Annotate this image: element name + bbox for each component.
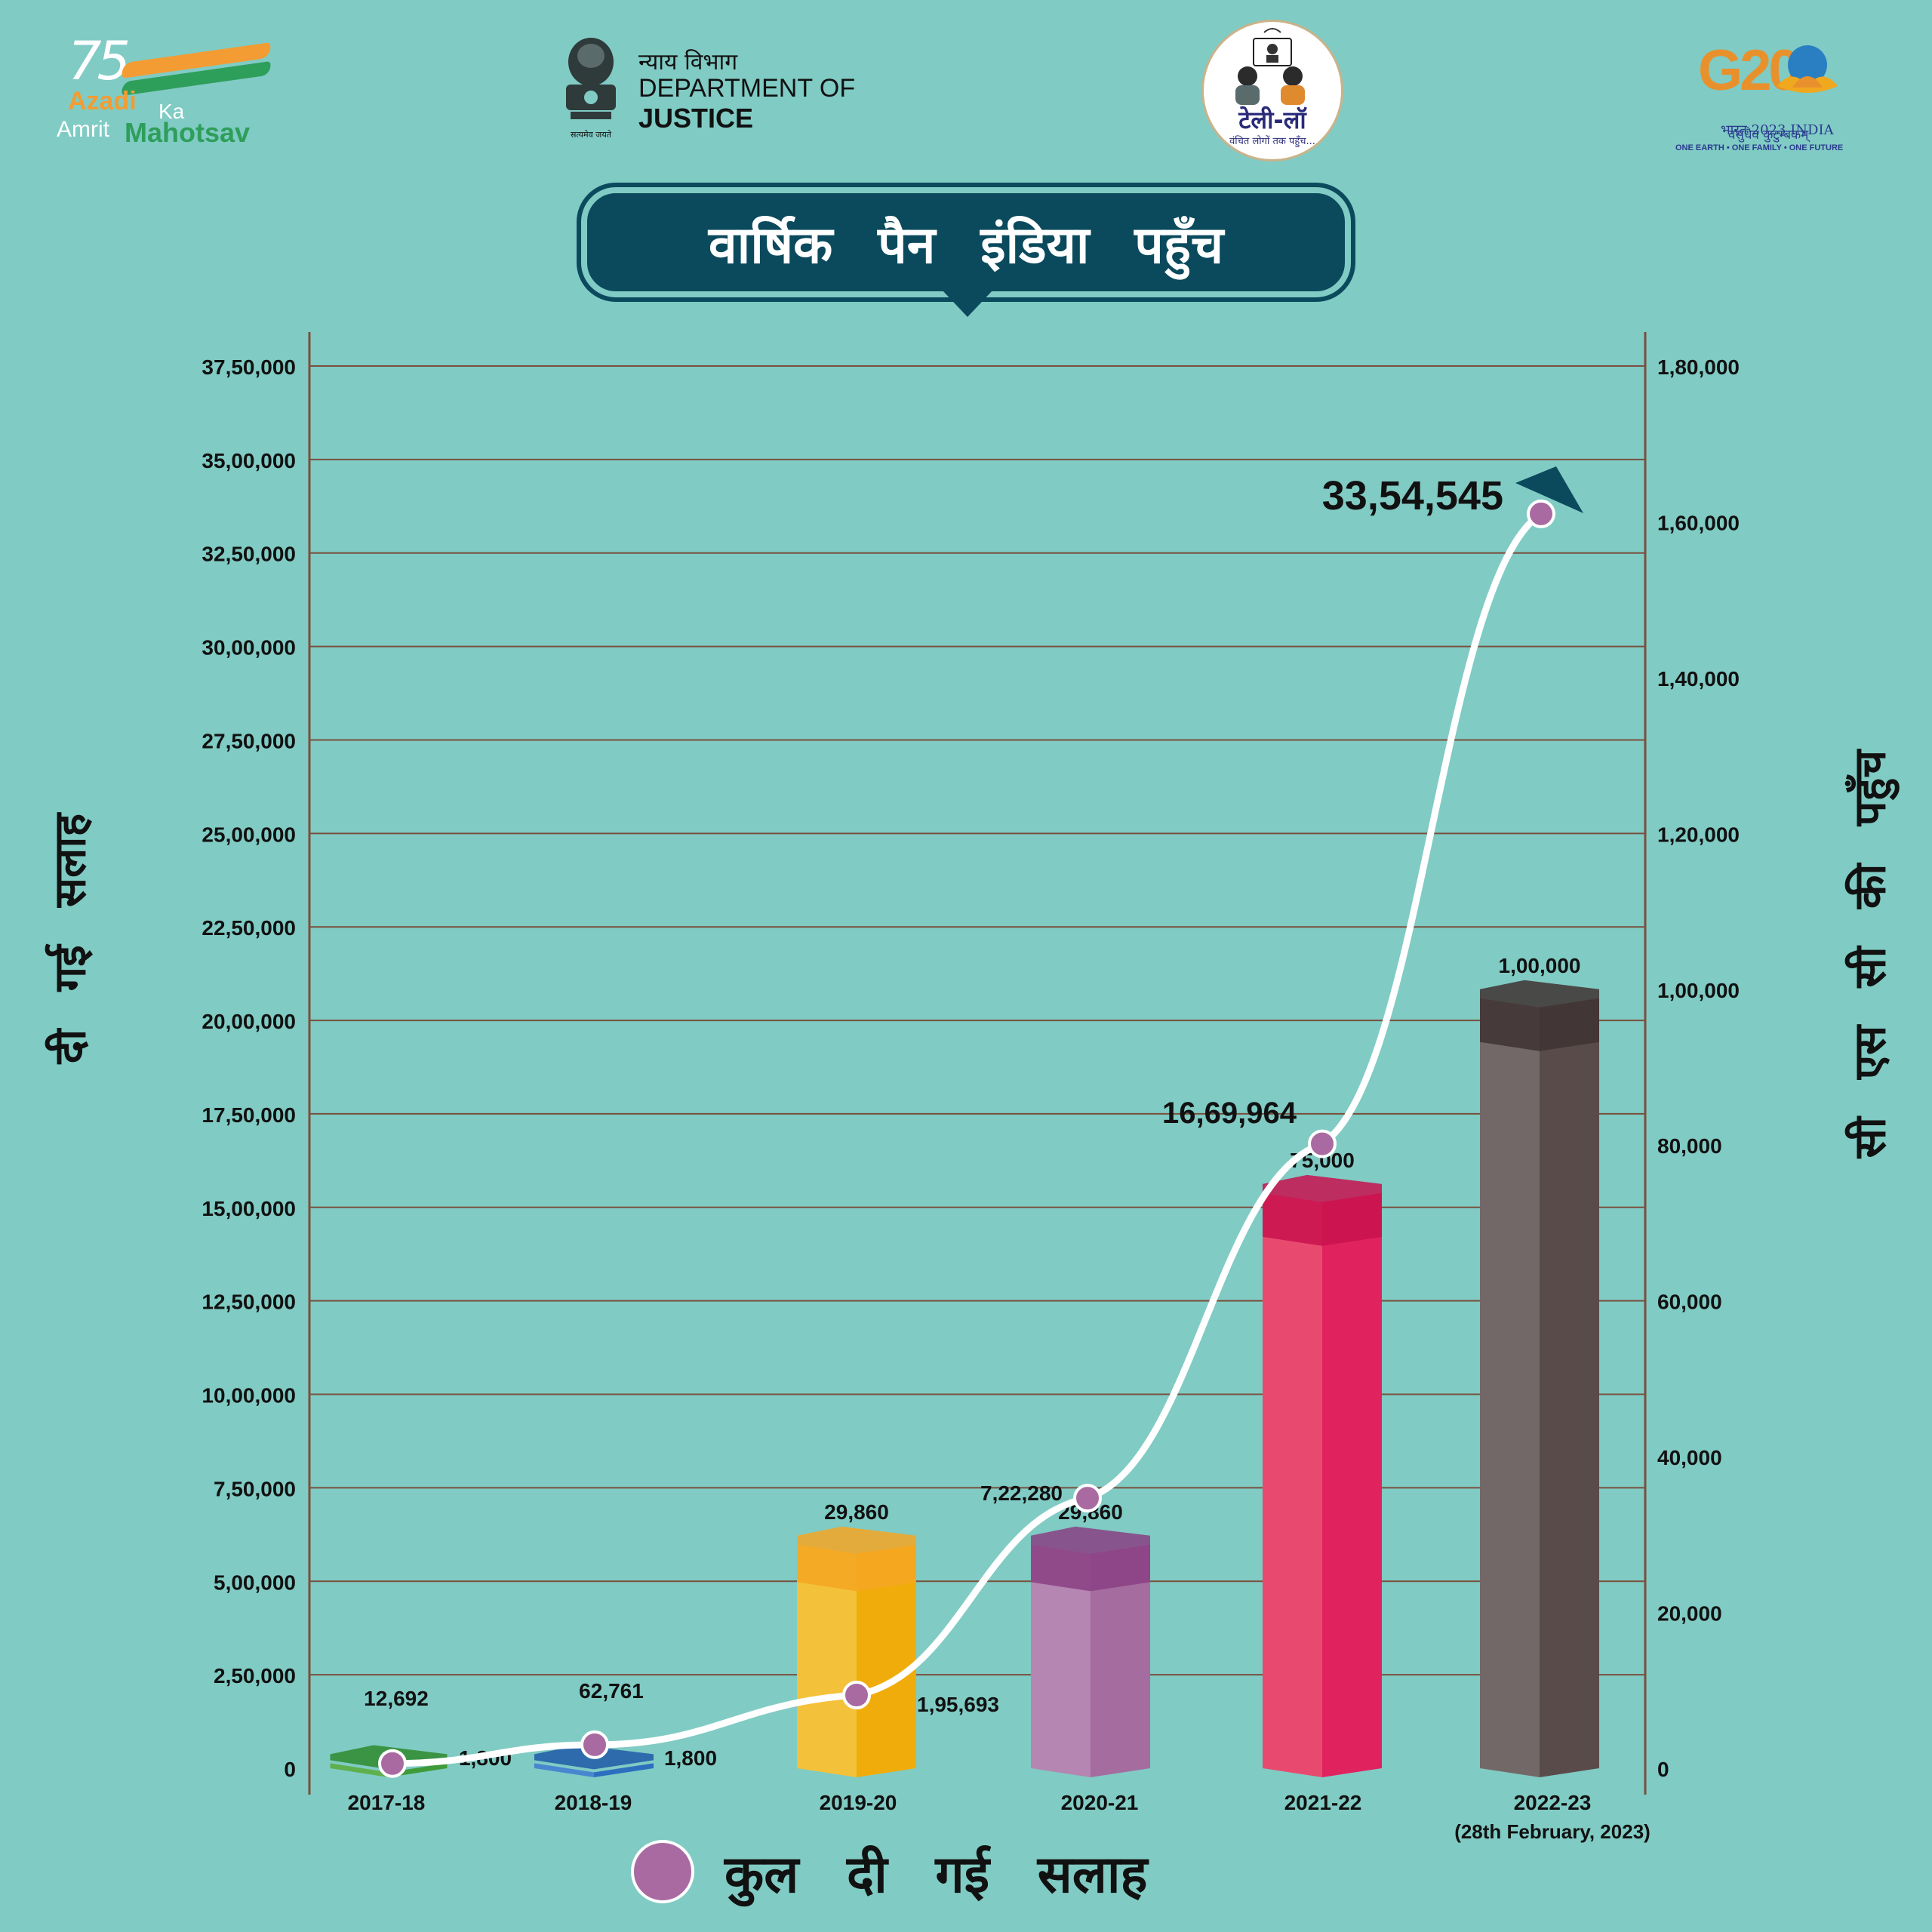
category-label: 2019-20 [820,1791,897,1814]
g20-tagline: वसुधैव कुटुम्बकम् [1728,128,1809,143]
right-tick-label: 1,60,000 [1657,511,1740,534]
tele-law-illustration-icon [1235,28,1305,105]
series-point-label: 16,69,964 [1162,1097,1297,1130]
series-point [1073,1484,1102,1513]
bar-front-face [1480,998,1540,1777]
series-point [580,1730,609,1759]
title-box-pointer [942,290,993,317]
bar-front-face [534,1763,594,1777]
left-tick-label: 27,50,000 [202,729,296,752]
right-tick-label: 1,00,000 [1657,979,1740,1002]
logo-amrit-text: Amrit [57,117,109,142]
bar-side-face [389,1763,448,1777]
bar-top-cap [797,1526,916,1592]
bar-value-label: 1,00,000 [1499,954,1581,977]
bar-front-face [1031,1544,1091,1777]
category-label: 2018-19 [555,1791,632,1814]
legend-label: कुल दी गई सलाह [724,1844,1148,1905]
g20-motto: ONE EARTH • ONE FAMILY • ONE FUTURE [1675,143,1844,152]
logo-mahotsav-text: Mahotsav [125,117,251,148]
series-point-label: 33,54,545 [1322,473,1503,518]
left-tick-label: 10,00,000 [202,1384,296,1407]
header: 75 Azadi Ka Amrit Mahotsav सत्यमेव जयते … [0,0,1932,174]
chart-title-box: वार्षिक पैन इंडिया पहुँच [577,183,1355,302]
left-tick-label: 2,50,000 [214,1664,296,1687]
left-axis-title: दी गई सलाह [44,813,96,1064]
left-tick-label: 17,50,000 [202,1103,296,1127]
chart-title: वार्षिक पैन इंडिया पहुँच [708,215,1224,275]
bar-side-face [1091,1544,1150,1777]
left-tick-label: 32,50,000 [202,543,296,566]
series-point [378,1749,407,1778]
logo-azadi-text: Azadi [68,87,137,115]
bar-front-face [1263,1192,1322,1777]
bar-side-face [857,1544,916,1777]
series-point [1308,1129,1337,1158]
g20-text: G20 [1698,38,1801,103]
series-point-label: 1,95,693 [917,1693,999,1716]
bar-top-cap [1263,1174,1382,1246]
left-tick-label: 15,00,000 [202,1197,296,1220]
right-tick-label: 40,000 [1657,1446,1722,1469]
left-tick-label: 35,00,000 [202,449,296,472]
left-tick-label: 22,50,000 [202,916,296,940]
bar-value-label: 1,800 [664,1746,717,1770]
series-point [1527,499,1555,528]
doj-justice-text: JUSTICE [638,103,754,134]
category-label: 2022-23 [1514,1791,1592,1814]
doj-hindi-name: न्याय विभाग [638,49,738,75]
national-emblem-icon: सत्यमेव जयते [566,38,616,140]
series-point-label: 12,692 [364,1687,429,1710]
doj-department-text: DEPARTMENT OF [638,74,856,103]
right-tick-label: 1,20,000 [1657,823,1740,846]
left-tick-label: 25,00,000 [202,823,296,846]
department-of-justice-logo: सत्यमेव जयते न्याय विभाग DEPARTMENT OF J… [557,32,889,152]
bar-front-face [330,1763,389,1777]
category-note: (28th February, 2023) [1454,1820,1651,1843]
category-label: 2017-18 [348,1791,426,1814]
series-arrow-head [1515,466,1583,513]
right-tick-label: 80,000 [1657,1134,1722,1158]
series-point [842,1681,871,1710]
emblem-caption: सत्यमेव जयते [571,130,612,140]
bar-front-face [797,1544,857,1777]
legend-marker [631,1840,694,1903]
g20-globe-lotus-icon [1777,45,1838,93]
bar-value-label: 29,860 [824,1500,889,1524]
bar-top-cap [1480,980,1599,1051]
tele-law-logo: टेली-लॉ वंचित लोगों तक पहुँच... [1201,20,1343,162]
right-tick-label: 20,000 [1657,1602,1722,1626]
left-tick-label: 7,50,000 [214,1477,296,1500]
tele-law-subtitle: वंचित लोगों तक पहुँच... [1229,136,1315,147]
right-tick-label: 1,40,000 [1657,667,1740,691]
right-axis-title: सी एस सी की पहुँच [1844,749,1896,1158]
logo-ka-text: Ka [158,100,185,123]
series-point-label: 62,761 [579,1679,644,1703]
azadi-ka-amrit-mahotsav-logo: 75 Azadi Ka Amrit Mahotsav [53,30,279,158]
left-tick-label: 0 [284,1758,296,1781]
legend: कुल दी गई सलाह [631,1834,1148,1909]
right-tick-label: 0 [1657,1758,1669,1781]
logo-75: 75 [68,30,131,92]
tele-law-title: टेली-लॉ [1238,106,1306,134]
bar-side-face [1540,998,1599,1777]
bar-side-face [1322,1192,1382,1777]
left-tick-label: 5,00,000 [214,1571,296,1594]
series-point-label: 7,22,280 [980,1481,1063,1505]
left-tick-label: 37,50,000 [202,355,296,379]
left-tick-label: 20,00,000 [202,1010,296,1033]
category-label: 2020-21 [1061,1791,1139,1814]
right-tick-label: 60,000 [1657,1291,1722,1314]
left-tick-label: 12,50,000 [202,1291,296,1314]
left-tick-label: 30,00,000 [202,636,296,660]
g20-india-2023: भारत 2023 INDIA [1721,122,1834,138]
bar-side-face [594,1763,654,1777]
bar-top-cap [1031,1526,1150,1592]
g20-logo: G20 भारत 2023 INDIA वसुधैव कुटुम्बकम् ON… [1675,38,1864,158]
category-label: 2021-22 [1284,1791,1362,1814]
right-tick-label: 1,80,000 [1657,355,1740,379]
